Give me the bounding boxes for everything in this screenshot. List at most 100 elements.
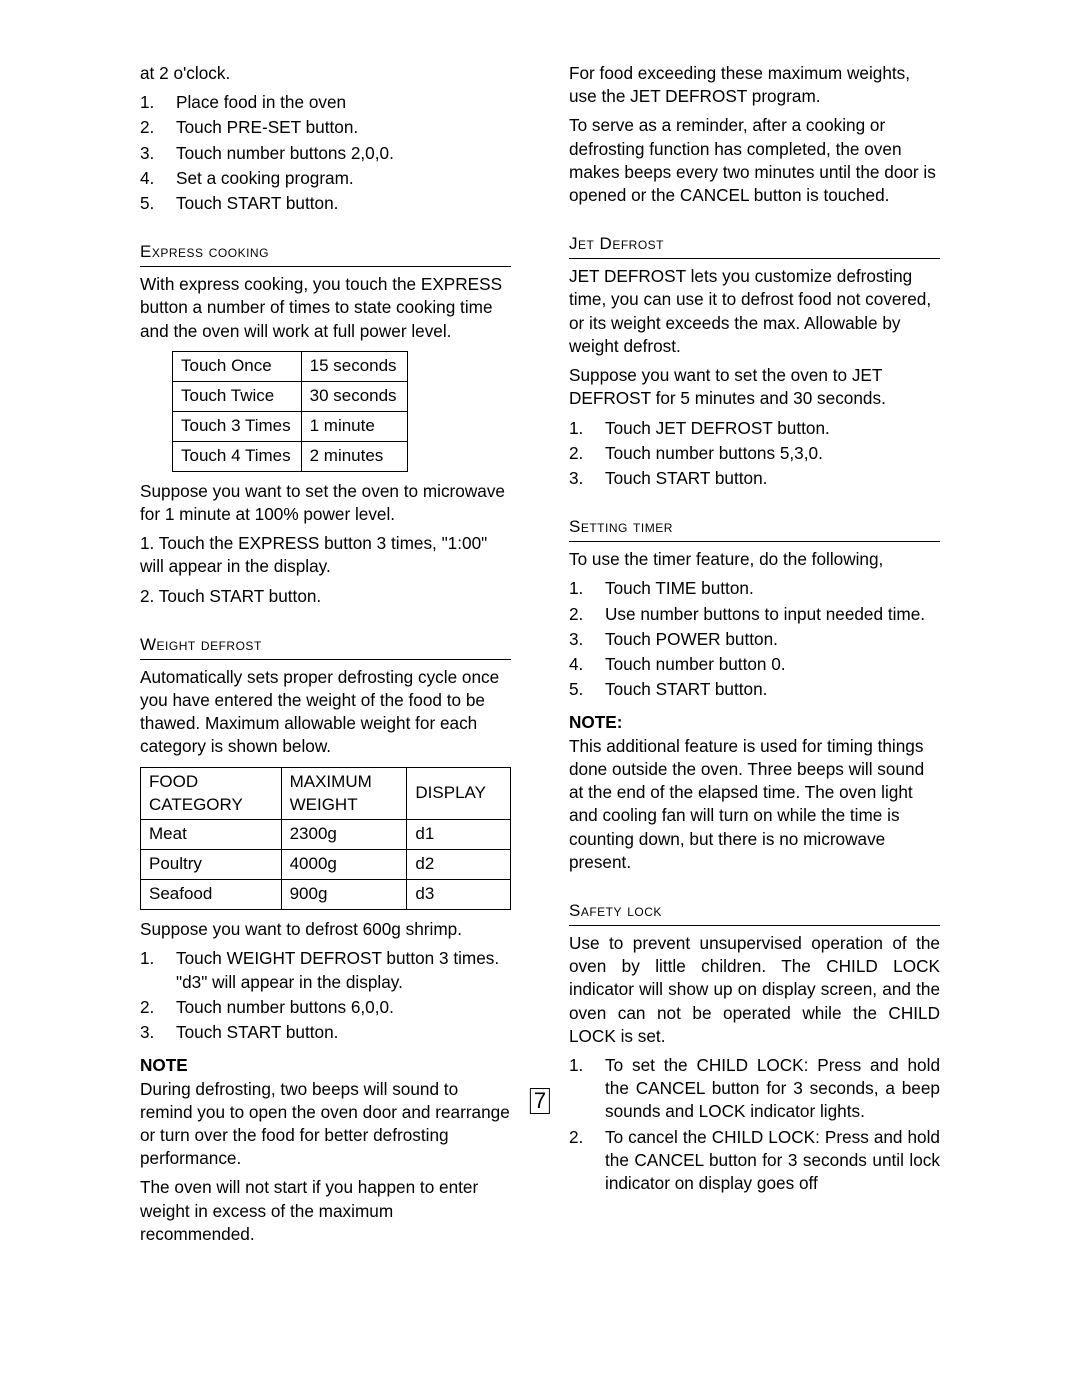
list-num: 1.: [569, 577, 605, 600]
timer-note-paragraph: This additional feature is used for timi…: [569, 735, 940, 874]
list-item: 2.Touch number buttons 6,0,0.: [140, 996, 511, 1019]
table-row: Seafood900gd3: [141, 880, 511, 910]
table-header: FOOD CATEGORY: [141, 767, 282, 820]
list-num: 1.: [569, 417, 605, 440]
list-num: 4.: [569, 653, 605, 676]
intro-line: at 2 o'clock.: [140, 62, 511, 85]
list-item: 1.To set the CHILD LOCK: Press and hold …: [569, 1054, 940, 1124]
weight-defrost-table: FOOD CATEGORY MAXIMUM WEIGHT DISPLAY Mea…: [140, 767, 511, 911]
note-paragraph-2: The oven will not start if you happen to…: [140, 1176, 511, 1246]
list-text: Touch number button 0.: [605, 653, 940, 676]
list-text: To set the CHILD LOCK: Press and hold th…: [605, 1054, 940, 1124]
table-cell: 4000g: [281, 850, 407, 880]
list-text: Place food in the oven: [176, 91, 511, 114]
list-text: Touch number buttons 6,0,0.: [176, 996, 511, 1019]
list-item: 2.Touch PRE-SET button.: [140, 116, 511, 139]
safety-paragraph: Use to prevent unsupervised operation of…: [569, 932, 940, 1048]
right-column: For food exceeding these maximum weights…: [569, 62, 940, 1252]
list-num: 3.: [140, 142, 176, 165]
list-num: 2.: [569, 1126, 605, 1196]
list-num: 1.: [140, 947, 176, 993]
section-rule: [569, 258, 940, 259]
table-cell: 1 minute: [301, 411, 407, 441]
table-cell: 2300g: [281, 820, 407, 850]
table-cell: Touch Once: [173, 351, 302, 381]
list-text: Touch START button.: [605, 467, 940, 490]
setting-timer-heading: Setting timer: [569, 516, 940, 539]
list-text: Touch JET DEFROST button.: [605, 417, 940, 440]
list-item: 3.Touch START button.: [140, 1021, 511, 1044]
list-num: 2.: [140, 116, 176, 139]
jet-paragraph-1: JET DEFROST lets you customize defrostin…: [569, 265, 940, 358]
list-num: 4.: [140, 167, 176, 190]
table-cell: d3: [407, 880, 511, 910]
list-item: 3.Touch POWER button.: [569, 628, 940, 651]
list-num: 2.: [140, 996, 176, 1019]
top-paragraph-1: For food exceeding these maximum weights…: [569, 62, 940, 108]
list-text: Touch START button.: [176, 1021, 511, 1044]
list-item: 1.Touch TIME button.: [569, 577, 940, 600]
preset-steps: 1.Place food in the oven 2.Touch PRE-SET…: [140, 91, 511, 215]
list-item: 2.Touch number buttons 5,3,0.: [569, 442, 940, 465]
note-paragraph-1: During defrosting, two beeps will sound …: [140, 1078, 511, 1171]
express-example-3: 2. Touch START button.: [140, 585, 511, 608]
section-rule: [569, 925, 940, 926]
list-num: 1.: [140, 91, 176, 114]
list-num: 2.: [569, 603, 605, 626]
table-cell: Seafood: [141, 880, 282, 910]
table-row: Touch 3 Times1 minute: [173, 411, 408, 441]
jet-defrost-heading: Jet Defrost: [569, 233, 940, 256]
express-table: Touch Once15 seconds Touch Twice30 secon…: [172, 351, 408, 472]
table-cell: 30 seconds: [301, 381, 407, 411]
list-text: Touch POWER button.: [605, 628, 940, 651]
list-num: 2.: [569, 442, 605, 465]
list-item: 5.Touch START button.: [140, 192, 511, 215]
table-header: DISPLAY: [407, 767, 511, 820]
list-num: 5.: [140, 192, 176, 215]
table-cell: 15 seconds: [301, 351, 407, 381]
section-rule: [569, 541, 940, 542]
weight-paragraph: Automatically sets proper defrosting cyc…: [140, 666, 511, 759]
weight-steps: 1.Touch WEIGHT DEFROST button 3 times. "…: [140, 947, 511, 1044]
list-text: Use number buttons to input needed time.: [605, 603, 940, 626]
express-paragraph: With express cooking, you touch the EXPR…: [140, 273, 511, 343]
list-item: 4.Set a cooking program.: [140, 167, 511, 190]
table-cell: d1: [407, 820, 511, 850]
list-num: 3.: [140, 1021, 176, 1044]
top-paragraph-2: To serve as a reminder, after a cooking …: [569, 114, 940, 207]
list-text: Set a cooking program.: [176, 167, 511, 190]
list-text: Touch WEIGHT DEFROST button 3 times. "d3…: [176, 947, 511, 993]
section-rule: [140, 659, 511, 660]
list-text: Touch number buttons 5,3,0.: [605, 442, 940, 465]
timer-note-label: NOTE:: [569, 711, 940, 734]
table-row: Touch Once15 seconds: [173, 351, 408, 381]
table-cell: Touch 4 Times: [173, 441, 302, 471]
table-cell: 900g: [281, 880, 407, 910]
safety-lock-heading: Safety lock: [569, 900, 940, 923]
list-item: 3.Touch START button.: [569, 467, 940, 490]
safety-steps: 1.To set the CHILD LOCK: Press and hold …: [569, 1054, 940, 1195]
list-item: 4.Touch number button 0.: [569, 653, 940, 676]
list-num: 5.: [569, 678, 605, 701]
list-num: 3.: [569, 467, 605, 490]
table-cell: Poultry: [141, 850, 282, 880]
list-num: 3.: [569, 628, 605, 651]
list-item: 2.Use number buttons to input needed tim…: [569, 603, 940, 626]
section-rule: [140, 266, 511, 267]
list-item: 3.Touch number buttons 2,0,0.: [140, 142, 511, 165]
table-cell: Touch 3 Times: [173, 411, 302, 441]
express-cooking-heading: Express cooking: [140, 241, 511, 264]
table-row: Meat2300gd1: [141, 820, 511, 850]
list-text: Touch PRE-SET button.: [176, 116, 511, 139]
list-text: Touch number buttons 2,0,0.: [176, 142, 511, 165]
note-label: NOTE: [140, 1054, 511, 1077]
timer-intro: To use the timer feature, do the followi…: [569, 548, 940, 571]
table-header-row: FOOD CATEGORY MAXIMUM WEIGHT DISPLAY: [141, 767, 511, 820]
page-number: 7: [530, 1088, 550, 1114]
list-num: 1.: [569, 1054, 605, 1124]
page-content: at 2 o'clock. 1.Place food in the oven 2…: [0, 0, 1080, 1252]
table-row: Touch 4 Times2 minutes: [173, 441, 408, 471]
jet-steps: 1.Touch JET DEFROST button. 2.Touch numb…: [569, 417, 940, 491]
list-item: 2.To cancel the CHILD LOCK: Press and ho…: [569, 1126, 940, 1196]
table-cell: Meat: [141, 820, 282, 850]
